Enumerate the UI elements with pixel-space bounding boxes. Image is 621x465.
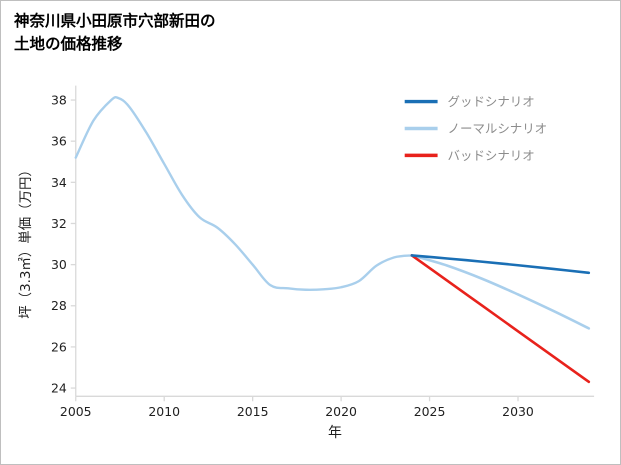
y-tick-label: 26 (51, 339, 67, 354)
y-tick-label: 34 (51, 175, 67, 190)
series-history-line (74, 96, 414, 291)
x-axis-label: 年 (328, 425, 342, 441)
page-title-line-1: 神奈川県小田原市穴部新田の (14, 12, 216, 30)
y-tick-label: 32 (51, 216, 67, 231)
series-bad-line (410, 254, 591, 384)
legend-label: バッドシナリオ (448, 148, 535, 163)
y-tick-label: 30 (51, 257, 67, 272)
series-normal-line (410, 254, 591, 330)
page-title: 神奈川県小田原市穴部新田の 土地の価格推移 (14, 10, 216, 56)
x-tick-label: 2005 (60, 404, 92, 419)
x-tick-label: 2010 (148, 404, 180, 419)
y-tick-label: 38 (51, 93, 67, 108)
y-axis-label: 坪（3.3㎡）単価（万円） (18, 163, 34, 319)
x-tick-label: 2020 (325, 404, 357, 419)
y-tick-label: 28 (51, 298, 67, 313)
y-tick-label: 24 (51, 381, 67, 396)
page-title-line-2: 土地の価格推移 (14, 35, 123, 53)
series-good-line (410, 254, 591, 275)
y-tick-label: 36 (51, 134, 67, 149)
legend-label: グッドシナリオ (448, 94, 535, 109)
x-tick-label: 2025 (414, 404, 446, 419)
x-tick-label: 2030 (502, 404, 534, 419)
x-tick-label: 2015 (237, 404, 269, 419)
legend-label: ノーマルシナリオ (448, 121, 548, 136)
